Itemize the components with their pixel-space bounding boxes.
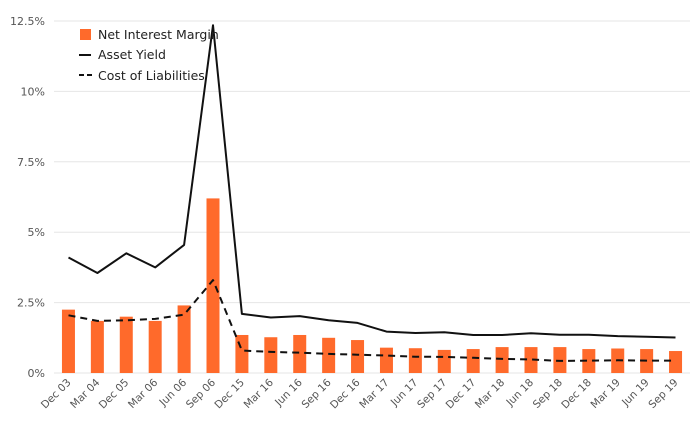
x-tick-label: Sep 06 [184, 376, 219, 411]
bar [351, 340, 365, 373]
legend-swatch-net-interest-margin [80, 29, 91, 40]
x-tick-label: Jun 18 [504, 377, 537, 410]
bar [264, 337, 278, 373]
x-tick-label: Sep 18 [531, 377, 565, 411]
x-tick-label: Dec 18 [559, 377, 594, 412]
x-tick-label: Sep 16 [299, 376, 334, 411]
bar [177, 305, 191, 373]
lines [68, 24, 676, 362]
x-tick-label: Sep 17 [415, 377, 449, 411]
bar [148, 320, 162, 373]
legend-label-asset-yield: Asset Yield [98, 47, 166, 62]
x-tick-label: Mar 04 [68, 376, 103, 411]
bar [379, 347, 393, 373]
x-tick-label: Dec 03 [39, 377, 74, 412]
bar [437, 349, 451, 373]
bar [90, 320, 104, 373]
bar [119, 316, 133, 373]
bar [293, 334, 307, 373]
bars-net-interest-margin [61, 198, 683, 373]
legend-label-net-interest-margin: Net Interest Margin [98, 27, 219, 42]
y-tick-label: 5% [28, 226, 45, 239]
x-tick-label: Mar 16 [242, 376, 277, 411]
y-tick-label: 2.5% [17, 297, 45, 310]
x-tick-label: Dec 16 [328, 376, 363, 411]
bar [322, 337, 336, 373]
bar [582, 349, 596, 373]
bar [408, 348, 422, 373]
x-tick-label: Mar 06 [126, 376, 161, 411]
bar [669, 351, 683, 373]
x-tick-label: Mar 17 [357, 377, 391, 411]
bar [524, 347, 538, 373]
bar [495, 347, 509, 373]
x-tick-label: Sep 19 [646, 377, 680, 411]
bar [466, 349, 480, 373]
x-tick-label: Dec 17 [444, 377, 479, 412]
x-tick-label: Dec 05 [97, 377, 132, 412]
x-tick-label: Jun 17 [388, 377, 421, 410]
y-tick-label: 10% [21, 85, 45, 98]
x-tick-label: Mar 18 [473, 377, 507, 411]
y-axis-ticks: 0% 2.5% 5% 7.5% 10% 12.5% [10, 15, 45, 380]
line-asset-yield [68, 24, 676, 339]
y-tick-label: 12.5% [10, 15, 45, 28]
bar [206, 198, 220, 373]
legend: Net Interest Margin Asset Yield Cost of … [79, 27, 219, 83]
bar [61, 309, 75, 373]
y-tick-label: 7.5% [17, 156, 45, 169]
x-tick-label: Dec 15 [212, 377, 247, 412]
y-tick-label: 0% [28, 367, 45, 380]
bar [235, 334, 249, 373]
line-cost-of-liabilities [68, 279, 676, 362]
x-tick-label: Mar 19 [589, 377, 623, 411]
legend-label-cost-of-liabilities: Cost of Liabilities [98, 68, 205, 83]
